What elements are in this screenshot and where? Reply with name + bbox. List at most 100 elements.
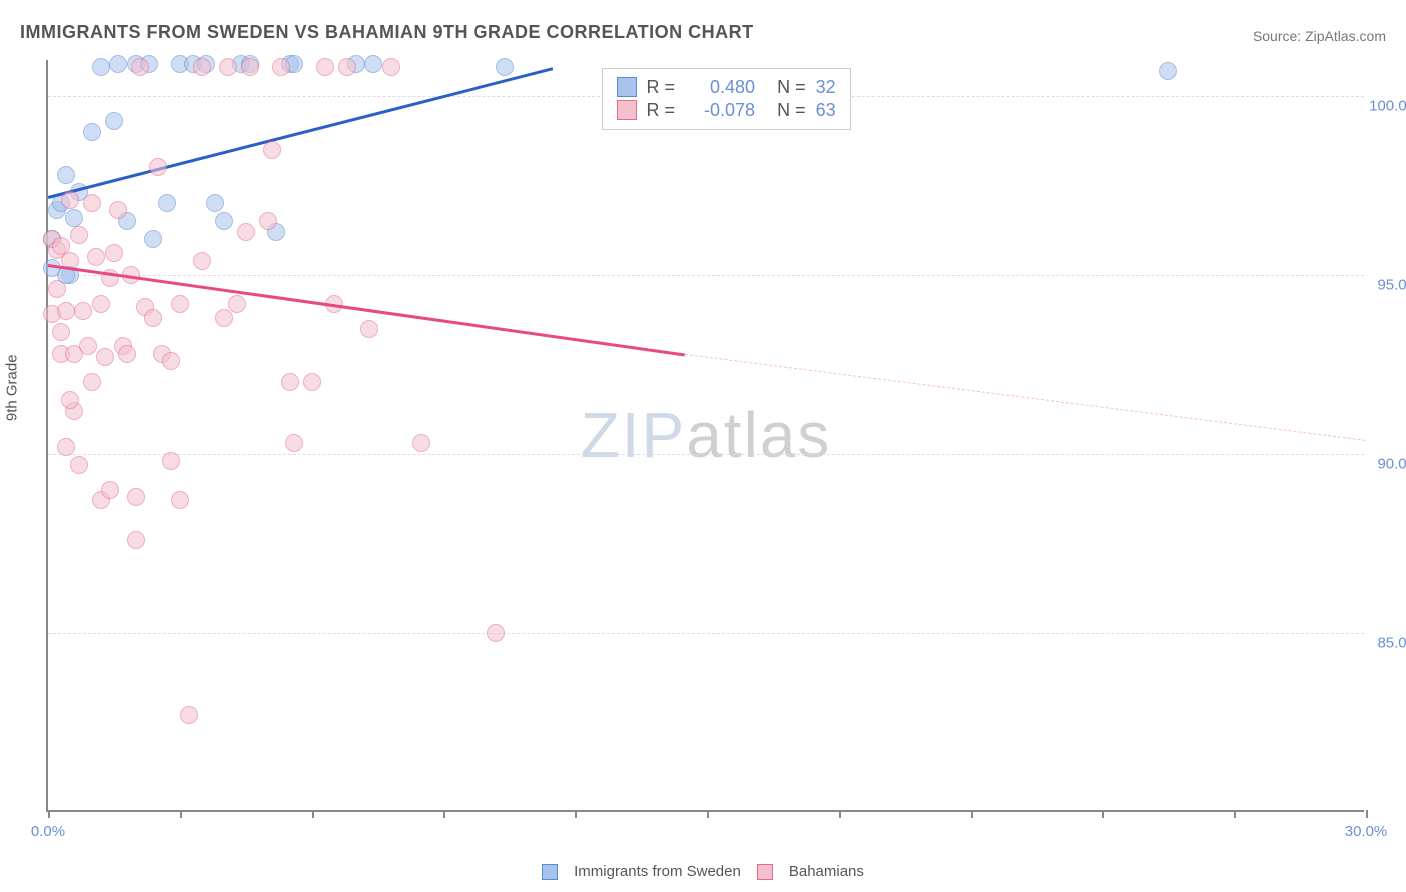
scatter-point bbox=[96, 348, 114, 366]
x-tick bbox=[839, 810, 841, 818]
scatter-point bbox=[382, 58, 400, 76]
scatter-point bbox=[496, 58, 514, 76]
watermark-left: ZIP bbox=[581, 399, 687, 471]
scatter-point bbox=[338, 58, 356, 76]
scatter-point bbox=[144, 309, 162, 327]
scatter-point bbox=[105, 112, 123, 130]
gridline-h bbox=[48, 633, 1364, 634]
legend-swatch bbox=[617, 77, 637, 97]
gridline-h bbox=[48, 454, 1364, 455]
scatter-point bbox=[171, 295, 189, 313]
x-tick bbox=[971, 810, 973, 818]
watermark: ZIPatlas bbox=[581, 398, 832, 472]
scatter-point bbox=[83, 194, 101, 212]
legend-swatch bbox=[542, 864, 558, 880]
scatter-point bbox=[316, 58, 334, 76]
scatter-point bbox=[92, 58, 110, 76]
x-tick-label: 30.0% bbox=[1345, 823, 1388, 840]
scatter-point bbox=[70, 226, 88, 244]
scatter-point bbox=[105, 244, 123, 262]
r-label: R = bbox=[647, 100, 676, 121]
scatter-point bbox=[127, 488, 145, 506]
legend-swatch bbox=[757, 864, 773, 880]
scatter-point bbox=[101, 481, 119, 499]
scatter-point bbox=[52, 323, 70, 341]
y-tick-label: 100.0% bbox=[1364, 97, 1406, 114]
scatter-point bbox=[487, 624, 505, 642]
scatter-point bbox=[171, 491, 189, 509]
watermark-right: atlas bbox=[686, 399, 831, 471]
x-tick-label: 0.0% bbox=[31, 823, 65, 840]
x-tick bbox=[312, 810, 314, 818]
scatter-point bbox=[118, 345, 136, 363]
scatter-point bbox=[241, 58, 259, 76]
scatter-point bbox=[360, 320, 378, 338]
scatter-point bbox=[83, 373, 101, 391]
scatter-point bbox=[57, 166, 75, 184]
bottom-legend: Immigrants from Sweden Bahamians bbox=[0, 862, 1406, 880]
scatter-point bbox=[162, 352, 180, 370]
scatter-point bbox=[149, 158, 167, 176]
scatter-point bbox=[364, 55, 382, 73]
scatter-point bbox=[70, 456, 88, 474]
source-label: Source: ZipAtlas.com bbox=[1253, 28, 1386, 44]
plot-area: ZIPatlas 85.0%90.0%95.0%100.0%0.0%30.0%R… bbox=[46, 60, 1364, 812]
trend-line bbox=[48, 67, 554, 198]
scatter-point bbox=[109, 55, 127, 73]
scatter-point bbox=[193, 252, 211, 270]
scatter-point bbox=[48, 280, 66, 298]
n-value: 32 bbox=[816, 77, 836, 98]
stats-row: R =0.480N =32 bbox=[617, 77, 836, 98]
scatter-point bbox=[303, 373, 321, 391]
y-tick-label: 95.0% bbox=[1364, 276, 1406, 293]
scatter-point bbox=[57, 438, 75, 456]
scatter-point bbox=[79, 337, 97, 355]
scatter-point bbox=[206, 194, 224, 212]
scatter-point bbox=[285, 434, 303, 452]
scatter-point bbox=[92, 295, 110, 313]
scatter-point bbox=[83, 123, 101, 141]
scatter-point bbox=[193, 58, 211, 76]
r-value: 0.480 bbox=[685, 77, 755, 98]
scatter-point bbox=[87, 248, 105, 266]
x-tick bbox=[707, 810, 709, 818]
r-label: R = bbox=[647, 77, 676, 98]
legend-label: Bahamians bbox=[789, 863, 864, 880]
scatter-point bbox=[74, 302, 92, 320]
scatter-point bbox=[127, 531, 145, 549]
y-tick-label: 85.0% bbox=[1364, 634, 1406, 651]
x-tick bbox=[1366, 810, 1368, 818]
scatter-point bbox=[219, 58, 237, 76]
x-tick bbox=[443, 810, 445, 818]
scatter-point bbox=[1159, 62, 1177, 80]
x-tick bbox=[48, 810, 50, 818]
legend-label: Immigrants from Sweden bbox=[574, 863, 741, 880]
stats-row: R = -0.078 N = 63 bbox=[617, 100, 836, 121]
scatter-point bbox=[412, 434, 430, 452]
x-tick bbox=[1234, 810, 1236, 818]
x-tick bbox=[575, 810, 577, 818]
scatter-point bbox=[109, 201, 127, 219]
x-tick bbox=[1102, 810, 1104, 818]
scatter-point bbox=[259, 212, 277, 230]
scatter-point bbox=[61, 391, 79, 409]
scatter-point bbox=[57, 302, 75, 320]
scatter-point bbox=[215, 309, 233, 327]
scatter-point bbox=[263, 141, 281, 159]
legend-swatch bbox=[617, 100, 637, 120]
r-value: -0.078 bbox=[685, 100, 755, 121]
scatter-point bbox=[158, 194, 176, 212]
scatter-point bbox=[281, 373, 299, 391]
gridline-h bbox=[48, 275, 1364, 276]
scatter-point bbox=[162, 452, 180, 470]
y-axis-label: 9th Grade bbox=[4, 354, 21, 421]
chart-title: IMMIGRANTS FROM SWEDEN VS BAHAMIAN 9TH G… bbox=[20, 22, 754, 43]
scatter-point bbox=[180, 706, 198, 724]
n-label: N = bbox=[777, 100, 806, 121]
n-value: 63 bbox=[816, 100, 836, 121]
scatter-point bbox=[215, 212, 233, 230]
scatter-point bbox=[272, 58, 290, 76]
scatter-point bbox=[131, 58, 149, 76]
x-tick bbox=[180, 810, 182, 818]
scatter-point bbox=[228, 295, 246, 313]
